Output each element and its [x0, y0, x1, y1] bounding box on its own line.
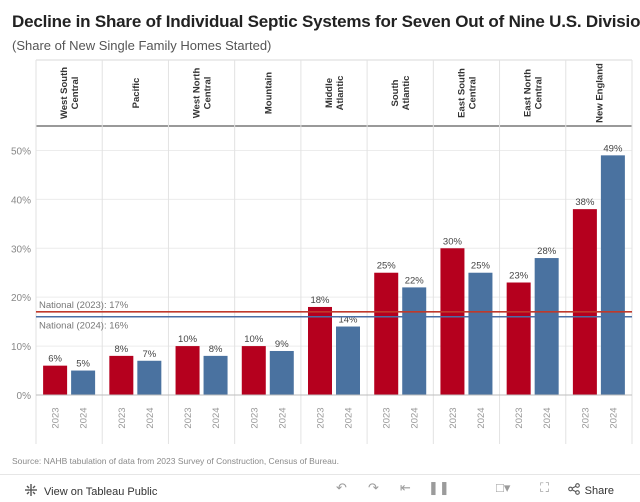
division-label: New England: [594, 63, 605, 123]
tableau-logo-icon: [24, 483, 38, 500]
division-label: East North: [523, 69, 534, 117]
division-label: Central: [534, 77, 545, 110]
bar-value-label: 10%: [244, 334, 264, 345]
view-on-tableau-link[interactable]: View on Tableau Public: [24, 483, 157, 500]
division-label: Mountain: [263, 72, 274, 114]
x-year-label: 2024: [476, 407, 487, 428]
x-year-label: 2023: [183, 407, 194, 428]
x-year-label: 2023: [249, 407, 260, 428]
bar-value-label: 7%: [142, 349, 156, 360]
bar-value-label: 23%: [509, 271, 529, 282]
bar-2024: [600, 155, 625, 395]
bar-value-label: 28%: [537, 246, 557, 257]
x-year-label: 2023: [580, 407, 591, 428]
bar-2024: [534, 258, 559, 395]
division-label: West North: [192, 68, 203, 119]
x-year-label: 2024: [79, 407, 90, 428]
chart-title: Decline in Share of Individual Septic Sy…: [12, 12, 640, 31]
y-tick-label: 50%: [11, 146, 31, 157]
bar-value-label: 25%: [471, 261, 491, 272]
reference-line-label: National (2023): 17%: [39, 300, 129, 311]
division-label: Central: [203, 77, 214, 110]
septic-bar-chart: 0%10%20%30%40%50%West South Central6%2023…: [11, 59, 633, 444]
share-icon: [567, 483, 580, 498]
y-tick-label: 30%: [11, 244, 31, 255]
division-label: Central: [70, 77, 81, 110]
division-label: Middle: [324, 78, 335, 108]
undo-icon[interactable]: ↶: [336, 480, 347, 495]
bar-2023: [506, 282, 531, 395]
chart-subtitle: (Share of New Single Family Homes Starte…: [12, 38, 272, 53]
division-label: Atlantic: [335, 76, 346, 111]
y-tick-label: 20%: [11, 293, 31, 304]
x-year-label: 2024: [542, 407, 553, 428]
x-year-label: 2024: [344, 407, 355, 428]
bar-2023: [308, 306, 332, 395]
division-label: Central: [467, 77, 478, 110]
bar-value-label: 30%: [443, 236, 463, 247]
bar-value-label: 9%: [275, 339, 289, 350]
bar-value-label: 8%: [209, 344, 223, 355]
x-year-label: 2023: [51, 407, 62, 428]
y-tick-label: 0%: [17, 391, 32, 402]
division-label: Pacific: [131, 78, 142, 109]
bar-2023: [374, 272, 399, 395]
bar-value-label: 25%: [377, 261, 397, 272]
revert-icon[interactable]: ⇤: [400, 480, 411, 495]
x-year-label: 2024: [145, 407, 156, 428]
tableau-footer: View on Tableau Public ↶ ↷ ⇤ ❚❚ □▾ ⛶ Sha…: [0, 474, 640, 502]
x-year-label: 2023: [514, 407, 525, 428]
bar-2023: [572, 209, 597, 395]
bar-value-label: 8%: [114, 344, 128, 355]
bar-value-label: 5%: [76, 359, 90, 370]
bar-value-label: 22%: [405, 275, 425, 286]
fullscreen-icon[interactable]: ⛶: [540, 480, 550, 495]
y-tick-label: 40%: [11, 195, 31, 206]
reference-line-label: National (2024): 16%: [39, 321, 129, 332]
view-on-tableau-label: View on Tableau Public: [44, 485, 158, 498]
bar-value-label: 14%: [338, 315, 358, 326]
division-label: Atlantic: [401, 76, 412, 111]
bar-value-label: 6%: [48, 354, 62, 365]
x-year-label: 2024: [277, 407, 288, 428]
share-button[interactable]: Share: [567, 483, 614, 498]
bar-2024: [71, 370, 96, 395]
x-year-label: 2023: [382, 407, 393, 428]
redo-icon[interactable]: ↷: [368, 480, 379, 495]
division-label: South: [390, 79, 401, 106]
bar-2024: [336, 326, 360, 395]
source-note: Source: NAHB tabulation of data from 202…: [12, 456, 339, 466]
bar-2024: [269, 350, 294, 395]
bar-value-label: 10%: [178, 334, 198, 345]
bar-value-label: 18%: [310, 295, 330, 306]
x-year-label: 2023: [316, 407, 327, 428]
bar-2024: [137, 360, 162, 395]
bar-2023: [109, 355, 134, 395]
comment-icon[interactable]: □▾: [496, 480, 511, 495]
bar-2023: [440, 248, 465, 395]
pause-icon[interactable]: ❚❚: [428, 480, 450, 495]
bar-2023: [175, 346, 200, 395]
share-label: Share: [584, 484, 614, 497]
x-year-label: 2023: [117, 407, 128, 428]
bar-2024: [402, 287, 427, 395]
bar-2023: [241, 346, 266, 395]
x-year-label: 2024: [211, 407, 222, 428]
bar-2023: [43, 365, 68, 395]
bar-value-label: 38%: [575, 197, 595, 208]
x-year-label: 2023: [448, 407, 459, 428]
division-label: West South: [59, 67, 70, 119]
bar-2024: [203, 355, 228, 395]
bar-value-label: 49%: [603, 143, 623, 154]
division-label: East South: [456, 68, 467, 118]
y-tick-label: 10%: [11, 342, 31, 353]
x-year-label: 2024: [608, 407, 619, 428]
x-year-label: 2024: [410, 407, 421, 428]
bar-2024: [468, 272, 493, 395]
